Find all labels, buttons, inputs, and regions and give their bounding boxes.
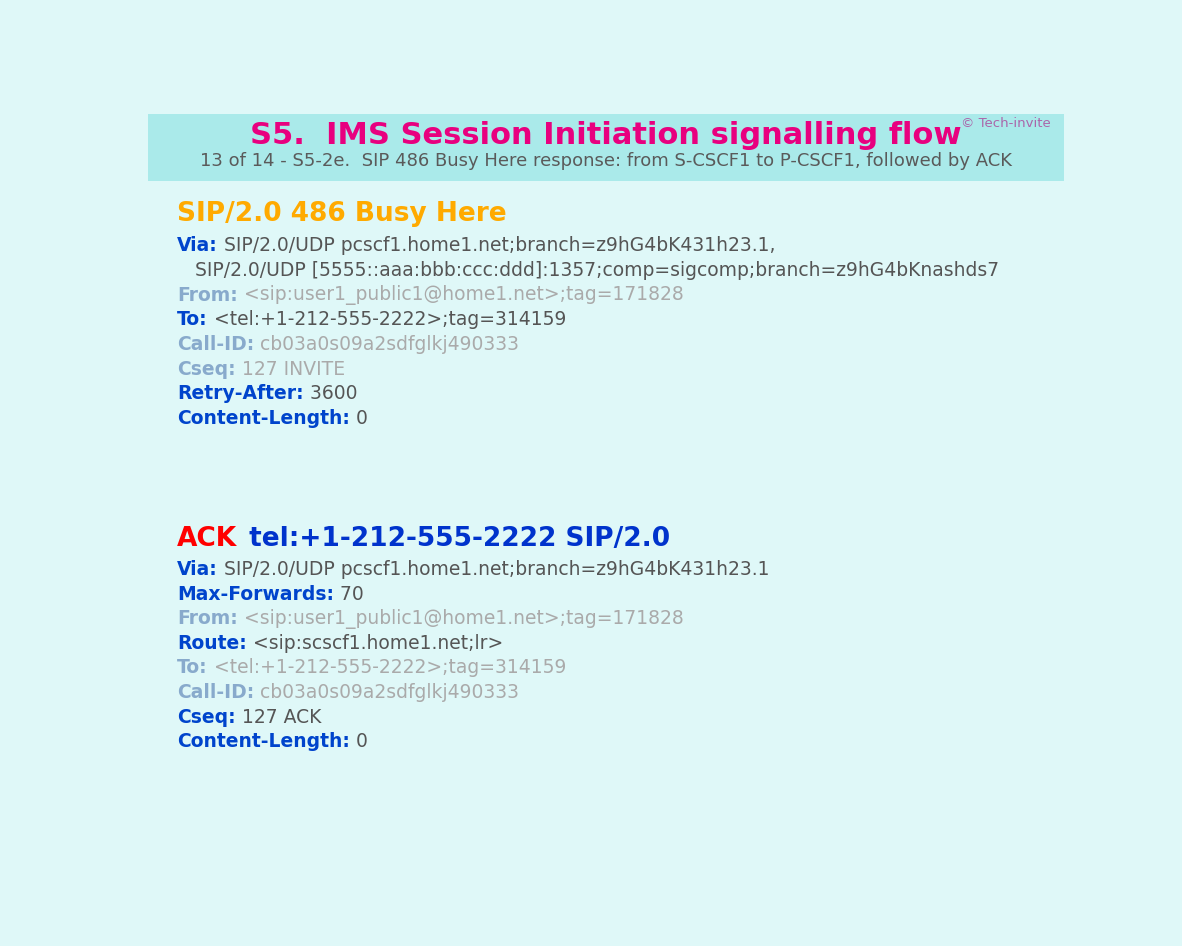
Text: S5.  IMS Session Initiation signalling flow: S5. IMS Session Initiation signalling fl… bbox=[251, 121, 961, 150]
Text: Content-Length:: Content-Length: bbox=[177, 732, 350, 751]
Text: Route:: Route: bbox=[177, 634, 247, 653]
Text: <sip:user1_public1@home1.net>;tag=171828: <sip:user1_public1@home1.net>;tag=171828 bbox=[238, 286, 683, 306]
Text: tel:+1-212-555-2222 SIP/2.0: tel:+1-212-555-2222 SIP/2.0 bbox=[240, 526, 670, 552]
Text: 0: 0 bbox=[350, 409, 368, 428]
Text: <tel:+1-212-555-2222>;tag=314159: <tel:+1-212-555-2222>;tag=314159 bbox=[208, 310, 566, 329]
FancyBboxPatch shape bbox=[148, 114, 1064, 181]
Text: Max-Forwards:: Max-Forwards: bbox=[177, 585, 335, 604]
Text: Retry-After:: Retry-After: bbox=[177, 384, 304, 403]
Text: From:: From: bbox=[177, 286, 238, 305]
Text: Via:: Via: bbox=[177, 236, 217, 255]
Text: cb03a0s09a2sdfglkj490333: cb03a0s09a2sdfglkj490333 bbox=[254, 683, 519, 702]
Text: Content-Length:: Content-Length: bbox=[177, 409, 350, 428]
Text: SIP/2.0/UDP [5555::aaa:bbb:ccc:ddd]:1357;comp=sigcomp;branch=z9hG4bKnashds7: SIP/2.0/UDP [5555::aaa:bbb:ccc:ddd]:1357… bbox=[177, 261, 999, 280]
Text: SIP/2.0 486 Busy Here: SIP/2.0 486 Busy Here bbox=[177, 201, 507, 227]
Text: SIP/2.0/UDP pcscf1.home1.net;branch=z9hG4bK431h23.1,: SIP/2.0/UDP pcscf1.home1.net;branch=z9hG… bbox=[217, 236, 775, 255]
Text: <sip:scscf1.home1.net;lr>: <sip:scscf1.home1.net;lr> bbox=[247, 634, 504, 653]
Text: Cseq:: Cseq: bbox=[177, 708, 236, 727]
Text: © Tech-invite: © Tech-invite bbox=[961, 117, 1051, 130]
Text: 127 ACK: 127 ACK bbox=[236, 708, 322, 727]
Text: 0: 0 bbox=[350, 732, 368, 751]
Text: To:: To: bbox=[177, 310, 208, 329]
Text: From:: From: bbox=[177, 609, 238, 628]
Text: Call-ID:: Call-ID: bbox=[177, 335, 254, 354]
Text: 13 of 14 - S5-2e.  SIP 486 Busy Here response: from S-CSCF1 to P-CSCF1, followed: 13 of 14 - S5-2e. SIP 486 Busy Here resp… bbox=[200, 152, 1012, 170]
Text: cb03a0s09a2sdfglkj490333: cb03a0s09a2sdfglkj490333 bbox=[254, 335, 519, 354]
Text: SIP/2.0/UDP pcscf1.home1.net;branch=z9hG4bK431h23.1: SIP/2.0/UDP pcscf1.home1.net;branch=z9hG… bbox=[217, 560, 769, 579]
Text: ACK: ACK bbox=[177, 526, 238, 552]
Text: <sip:user1_public1@home1.net>;tag=171828: <sip:user1_public1@home1.net>;tag=171828 bbox=[238, 608, 683, 629]
Text: 70: 70 bbox=[335, 585, 364, 604]
Text: 3600: 3600 bbox=[304, 384, 357, 403]
Text: Via:: Via: bbox=[177, 560, 217, 579]
Text: Call-ID:: Call-ID: bbox=[177, 683, 254, 702]
Text: Cseq:: Cseq: bbox=[177, 359, 236, 378]
Text: <tel:+1-212-555-2222>;tag=314159: <tel:+1-212-555-2222>;tag=314159 bbox=[208, 658, 566, 677]
Text: To:: To: bbox=[177, 658, 208, 677]
Text: 127 INVITE: 127 INVITE bbox=[236, 359, 345, 378]
